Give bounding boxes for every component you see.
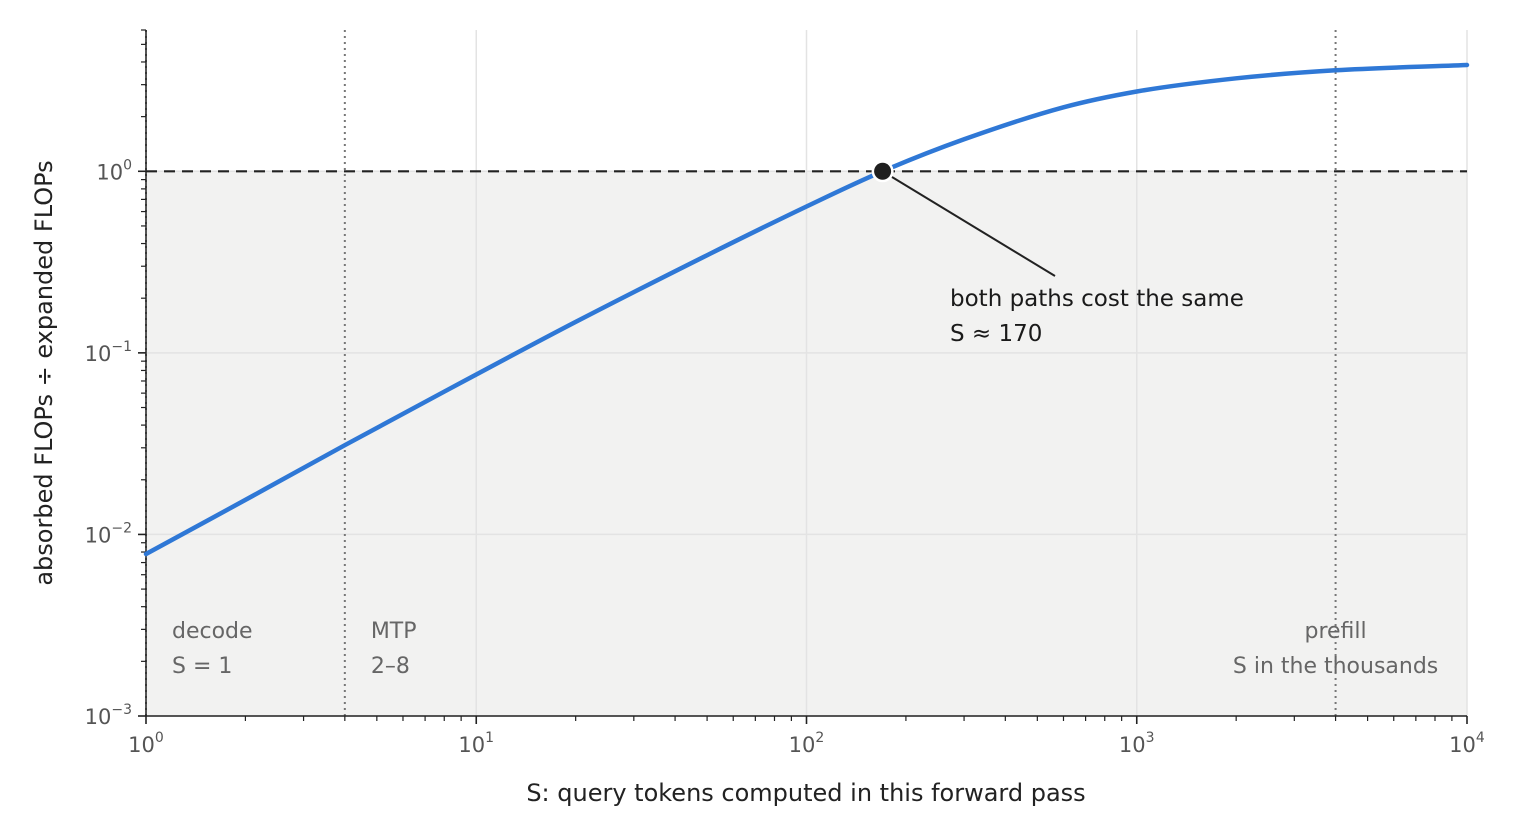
marker-label-2-0: prefill	[1305, 619, 1367, 644]
annotation-point	[874, 162, 892, 180]
annotation-layer: both paths cost the same S ≈ 170	[871, 160, 1244, 347]
series-line-0	[143, 62, 1470, 557]
marker-label-1-1: 2–8	[371, 654, 410, 679]
annotation-leader-line	[882, 170, 1056, 277]
y-tick-label-3: 10−3	[85, 702, 132, 729]
y-tick-label-1: 10−1	[85, 339, 132, 366]
y-tick-label-0: 100	[96, 157, 132, 184]
x-tick-label-2: 102	[789, 730, 825, 757]
marker-label-0-1: S = 1	[172, 654, 232, 679]
axes-layer: 100 101 102 103 104 100 10−1 10−2 10−3	[85, 29, 1485, 757]
marker-label-1-0: MTP	[371, 619, 417, 644]
x-tick-label-3: 103	[1119, 730, 1155, 757]
marker-label-0-0: decode	[172, 619, 253, 644]
series-layer	[143, 62, 1470, 557]
y-tick-label-2: 10−2	[85, 520, 132, 547]
annotation-text-0: both paths cost the same	[950, 286, 1244, 312]
x-tick-label-1: 101	[458, 730, 494, 757]
x-axis-title: S: query tokens computed in this forward…	[526, 779, 1085, 807]
annotation-text-1: S ≈ 170	[950, 321, 1042, 347]
x-tick-label-0: 100	[128, 730, 164, 757]
marker-label-2-1: S in the thousands	[1233, 654, 1438, 679]
y-axis-title: absorbed FLOPs ÷ expanded FLOPs	[30, 160, 58, 585]
x-tick-label-4: 104	[1449, 730, 1485, 757]
